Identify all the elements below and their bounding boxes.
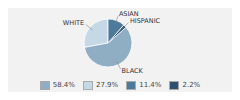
html-text:58.4%: 58.4% — [52, 81, 75, 89]
svg-text:HISPANIC: HISPANIC — [130, 17, 161, 25]
svg-text:ASIAN: ASIAN — [119, 10, 139, 18]
svg-text:WHITE: WHITE — [63, 19, 84, 27]
svg-text:BLACK: BLACK — [121, 67, 143, 75]
html-text:11.4%: 11.4% — [139, 81, 162, 89]
html-text:2.2%: 2.2% — [182, 81, 201, 89]
html-text:27.9%: 27.9% — [96, 81, 119, 89]
